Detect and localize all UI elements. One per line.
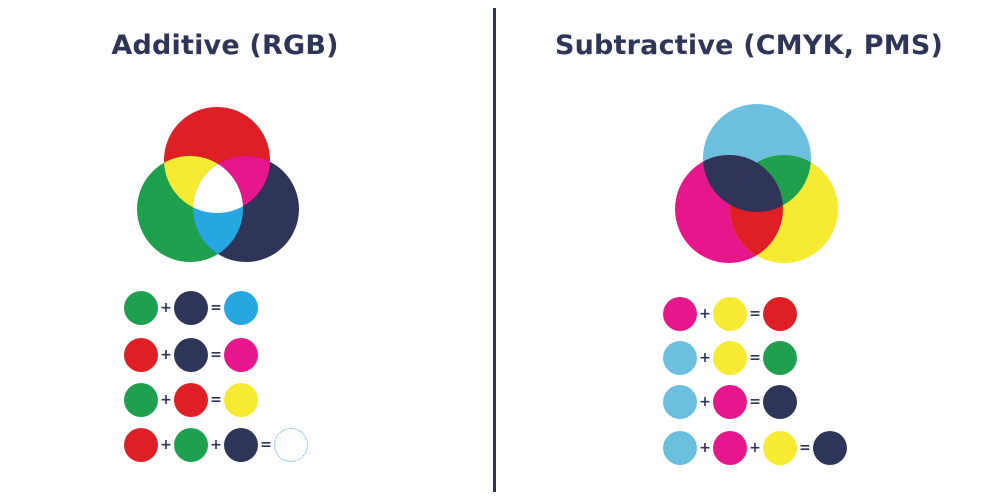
subtractive-equation-row: + = <box>663 340 797 376</box>
additive-equation-row: + + = <box>124 427 308 463</box>
navy-result-swatch <box>813 431 847 465</box>
equals-sign: = <box>210 392 222 408</box>
magenta-result-swatch <box>224 338 258 372</box>
plus-sign: + <box>699 440 711 456</box>
plus-sign: + <box>749 440 761 456</box>
magenta-swatch <box>713 385 747 419</box>
yellow-swatch <box>763 431 797 465</box>
navy-result-swatch <box>763 385 797 419</box>
additive-equation-row: + = <box>124 290 258 326</box>
plus-sign: + <box>160 392 172 408</box>
equals-sign: = <box>749 350 761 366</box>
additive-title: Additive (RGB) <box>111 30 339 61</box>
plus-sign: + <box>160 300 172 316</box>
plus-sign: + <box>210 437 222 453</box>
equals-sign: = <box>210 300 222 316</box>
plus-sign: + <box>699 350 711 366</box>
cyan-result-swatch <box>224 291 258 325</box>
equals-sign: = <box>210 347 222 363</box>
additive-venn <box>137 107 299 262</box>
equals-sign: = <box>749 306 761 322</box>
green-swatch <box>124 291 158 325</box>
equals-sign: = <box>749 394 761 410</box>
magenta-swatch <box>713 431 747 465</box>
panel-divider <box>493 8 496 492</box>
plus-sign: + <box>160 437 172 453</box>
white-result-swatch <box>274 428 308 462</box>
magenta-swatch <box>663 297 697 331</box>
venn-center-navy <box>730 155 783 212</box>
subtractive-equation-row: + = <box>663 384 797 420</box>
plus-sign: + <box>699 306 711 322</box>
navy-swatch <box>174 291 208 325</box>
additive-equation-row: + = <box>124 382 258 418</box>
red-swatch <box>174 383 208 417</box>
equals-sign: = <box>799 440 811 456</box>
green-swatch <box>124 383 158 417</box>
light-cyan-swatch <box>663 341 697 375</box>
plus-sign: + <box>699 394 711 410</box>
subtractive-equation-row: + = <box>663 296 797 332</box>
yellow-swatch <box>713 297 747 331</box>
venn-white-center <box>193 156 243 213</box>
light-cyan-swatch <box>663 431 697 465</box>
additive-equation-row: + = <box>124 337 258 373</box>
yellow-swatch <box>713 341 747 375</box>
red-swatch <box>124 338 158 372</box>
plus-sign: + <box>160 347 172 363</box>
green-swatch <box>174 428 208 462</box>
subtractive-equation-row: + + = <box>663 430 847 466</box>
light-cyan-swatch <box>663 385 697 419</box>
subtractive-venn <box>675 104 838 263</box>
green-result-swatch <box>763 341 797 375</box>
equals-sign: = <box>260 437 272 453</box>
red-swatch <box>124 428 158 462</box>
yellow-result-swatch <box>224 383 258 417</box>
subtractive-title: Subtractive (CMYK, PMS) <box>554 30 944 61</box>
navy-swatch <box>174 338 208 372</box>
red-result-swatch <box>763 297 797 331</box>
navy-swatch <box>224 428 258 462</box>
